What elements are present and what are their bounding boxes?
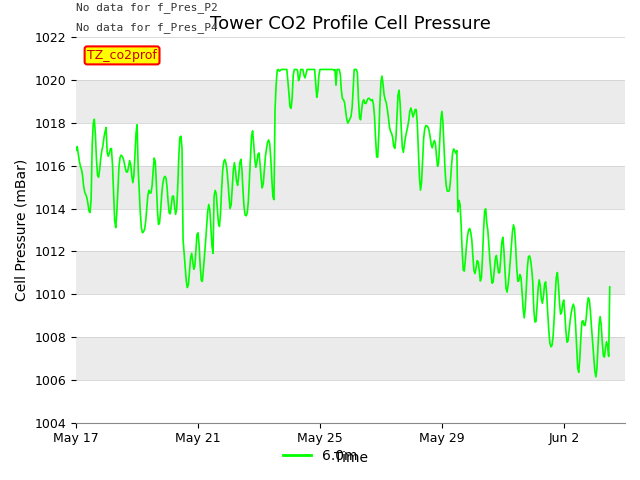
Bar [76, 123, 625, 166]
Title: Tower CO2 Profile Cell Pressure: Tower CO2 Profile Cell Pressure [210, 15, 491, 33]
Bar [76, 380, 625, 423]
Text: No data for f_Pres_P4: No data for f_Pres_P4 [76, 22, 218, 33]
Y-axis label: Cell Pressure (mBar): Cell Pressure (mBar) [15, 159, 29, 301]
Bar [76, 294, 625, 337]
Bar [76, 209, 625, 252]
Legend: 6.0m: 6.0m [277, 443, 363, 468]
Bar [76, 37, 625, 80]
Text: TZ_co2prof: TZ_co2prof [87, 49, 157, 62]
X-axis label: Time: Time [333, 451, 367, 465]
Text: No data for f_Pres_P2: No data for f_Pres_P2 [76, 2, 218, 13]
